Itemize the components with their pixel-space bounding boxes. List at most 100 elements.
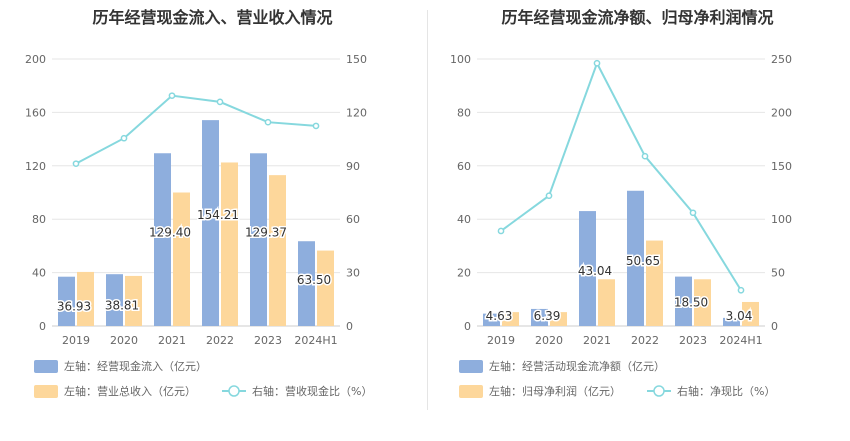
line-point	[545, 192, 553, 200]
data-label: 43.04	[578, 264, 612, 278]
line-point	[497, 227, 505, 235]
right-axis-tick-label: 120	[346, 106, 367, 119]
data-label: 38.81	[105, 298, 139, 312]
right-axis-tick-label: 150	[771, 160, 792, 173]
legend-swatch	[459, 385, 483, 398]
left-axis-tick-label: 200	[25, 53, 46, 66]
bar-0-orange	[221, 162, 238, 326]
right-axis-tick-label: 0	[771, 320, 778, 333]
right-axis-tick-label: 200	[771, 106, 792, 119]
bar-0-blue	[202, 120, 219, 327]
x-axis-tick-label: 2023	[254, 334, 282, 347]
legend-line-marker	[653, 385, 665, 397]
chart-svg-left: 0 40 80 120 160 200 0 30 60 90 120 150 2019 2020 2021 2…	[25, 53, 372, 398]
left-axis-tick-label: 80	[457, 106, 471, 119]
data-label: 4.63	[486, 309, 513, 323]
chart-svg-right: 0 20 40 60 80 100 0 50 100 150 200 250 2019 2020 2021 2…	[450, 53, 792, 398]
bar-0-orange	[77, 271, 94, 326]
data-label: 36.93	[57, 299, 91, 313]
line-point	[593, 59, 601, 67]
line-point	[641, 152, 649, 160]
bar-0-blue	[298, 241, 315, 326]
bar-0-orange	[317, 250, 334, 326]
right-axis-tick-label: 250	[771, 53, 792, 66]
data-label: 154.21	[197, 208, 239, 222]
x-axis-tick-label: 2023	[679, 334, 707, 347]
bar-0-orange	[125, 275, 142, 326]
bar-1-blue	[579, 211, 596, 326]
line-point	[312, 122, 320, 130]
bar-1-blue	[483, 313, 500, 326]
bar-1-orange	[742, 301, 759, 326]
bar-0-blue	[250, 153, 267, 326]
line-point	[168, 92, 176, 100]
bar-1-orange	[502, 312, 519, 326]
panel-divider	[427, 10, 428, 410]
left-axis-tick-label: 0	[464, 320, 471, 333]
line-point	[216, 98, 224, 106]
x-axis-tick-label: 2024H1	[719, 334, 762, 347]
bar-1-orange	[598, 279, 615, 326]
bar-0-blue	[106, 274, 123, 326]
bar-0-blue	[154, 153, 171, 326]
x-axis-tick-label: 2020	[535, 334, 563, 347]
right-axis-tick-label: 0	[346, 320, 353, 333]
bar-0-orange	[269, 175, 286, 326]
data-label: 6.39	[534, 309, 561, 323]
x-axis-tick-label: 2022	[631, 334, 659, 347]
legend-swatch	[459, 360, 483, 373]
bar-0-orange	[173, 192, 190, 326]
legend-label: 左轴：经营活动现金流净额（亿元）	[489, 359, 665, 373]
right-axis-tick-label: 90	[346, 160, 360, 173]
data-label: 129.40	[149, 226, 191, 240]
legend-label: 左轴：归母净利润（亿元）	[489, 384, 621, 398]
left-axis-tick-label: 160	[25, 106, 46, 119]
x-axis-tick-label: 2022	[206, 334, 234, 347]
data-label: 50.65	[626, 254, 660, 268]
left-axis-tick-label: 100	[450, 53, 471, 66]
bar-0-blue	[58, 276, 75, 326]
legend-label: 右轴：净现比（%）	[677, 384, 775, 398]
left-axis-tick-label: 60	[457, 160, 471, 173]
right-axis-tick-label: 100	[771, 213, 792, 226]
chart-panel-right: 历年经营现金流净额、归母净利润情况 0 20 40 60 80 100 0 50 100 150 2…	[425, 0, 850, 437]
line-point	[72, 160, 80, 168]
bar-1-blue	[675, 276, 692, 326]
right-axis-tick-label: 30	[346, 267, 360, 280]
x-axis-tick-label: 2019	[62, 334, 90, 347]
left-axis-tick-label: 40	[457, 213, 471, 226]
data-label: 3.04	[726, 309, 753, 323]
bar-1-orange	[550, 312, 567, 326]
legend-label: 右轴：营收现金比（%）	[252, 384, 372, 398]
legend-line-marker	[228, 385, 240, 397]
left-axis-tick-label: 120	[25, 160, 46, 173]
bar-1-blue	[723, 317, 740, 326]
x-axis-tick-label: 2020	[110, 334, 138, 347]
left-axis-tick-label: 0	[39, 320, 46, 333]
data-label: 129.37	[245, 226, 287, 240]
right-axis-tick-label: 150	[346, 53, 367, 66]
data-label: 63.50	[297, 273, 331, 287]
left-axis-tick-label: 80	[32, 213, 46, 226]
legend-swatch	[34, 360, 58, 373]
bar-1-blue	[627, 190, 644, 326]
bar-1-orange	[694, 279, 711, 326]
line-series	[75, 94, 317, 165]
line-point	[120, 134, 128, 142]
line-point	[689, 209, 697, 217]
bar-1-blue	[531, 308, 548, 326]
x-axis-tick-label: 2021	[158, 334, 186, 347]
left-axis-tick-label: 20	[457, 267, 471, 280]
chart-panel-left: 历年经营现金流入、营业收入情况 0 40 80 120 160 200 0 30 60 90 120…	[0, 0, 425, 437]
line-point	[737, 286, 745, 294]
legend-label: 左轴：营业总收入（亿元）	[64, 384, 196, 398]
right-axis-tick-label: 60	[346, 213, 360, 226]
line-series	[500, 60, 742, 291]
legend-label: 左轴：经营现金流入（亿元）	[64, 359, 207, 373]
legend-swatch	[34, 385, 58, 398]
right-axis-tick-label: 50	[771, 267, 785, 280]
chart-title: 历年经营现金流净额、归母净利润情况	[501, 8, 774, 27]
line-point	[264, 118, 272, 126]
chart-title: 历年经营现金流入、营业收入情况	[92, 8, 333, 27]
bar-1-orange	[646, 240, 663, 326]
